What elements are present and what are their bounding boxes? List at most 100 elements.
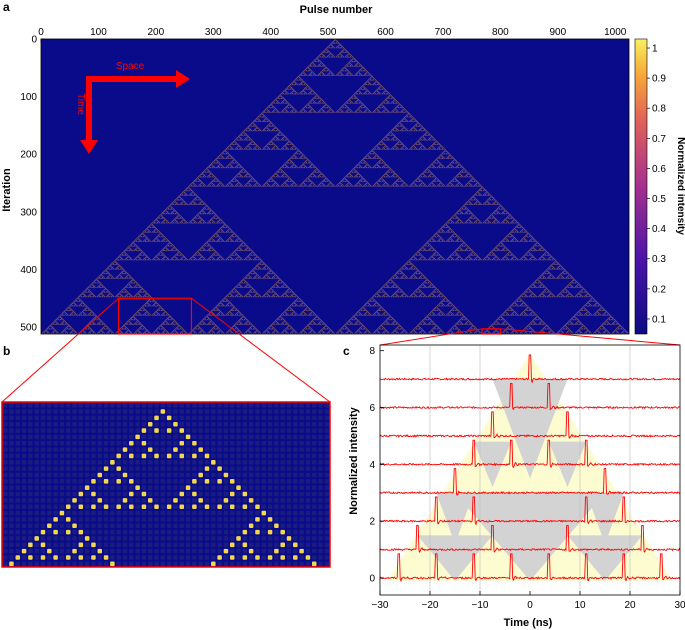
cell-off xyxy=(286,428,292,433)
cell-on xyxy=(211,561,216,567)
cell-off xyxy=(129,561,134,567)
cell-on xyxy=(173,421,178,427)
y-tick-label: 0 xyxy=(31,35,37,46)
colorbar-tick-label: 0.7 xyxy=(652,134,666,145)
cell-off xyxy=(305,542,311,548)
cell-off xyxy=(53,440,58,446)
cell-off xyxy=(255,421,260,427)
cell-off xyxy=(116,529,121,535)
cell-off xyxy=(318,440,323,446)
cell-off xyxy=(179,421,185,427)
cell-on xyxy=(204,453,210,459)
cell-off xyxy=(293,472,298,478)
cell-off xyxy=(173,542,178,548)
cell-off xyxy=(192,409,197,414)
cell-off xyxy=(84,548,90,554)
cell-off xyxy=(110,491,115,497)
cell-off xyxy=(211,523,216,529)
cell-off xyxy=(267,428,273,433)
cell-off xyxy=(274,415,279,421)
cell-on xyxy=(72,548,77,554)
cell-off xyxy=(78,409,84,414)
cell-on xyxy=(192,491,197,497)
cell-off xyxy=(299,536,304,541)
cell-off xyxy=(147,555,153,560)
cell-on xyxy=(129,440,134,446)
cell-off xyxy=(84,498,90,503)
cell-off xyxy=(91,460,96,465)
cell-off xyxy=(173,466,178,471)
cell-off xyxy=(84,479,90,484)
cell-off xyxy=(160,428,166,433)
cell-off xyxy=(9,491,14,497)
cell-off xyxy=(91,548,96,554)
cell-off xyxy=(211,555,216,560)
cell-off xyxy=(47,466,52,471)
cell-off xyxy=(261,517,267,522)
cell-off xyxy=(15,523,21,529)
cell-off xyxy=(305,523,311,529)
cell-off xyxy=(2,472,8,478)
cell-on xyxy=(78,529,84,535)
cell-off xyxy=(53,485,58,490)
cell-off xyxy=(198,510,203,516)
cell-off xyxy=(84,555,90,560)
cell-off xyxy=(103,409,109,414)
cell-on xyxy=(242,542,248,548)
cell-off xyxy=(9,555,14,560)
cell-off xyxy=(217,421,222,427)
cell-off xyxy=(324,561,330,567)
cell-off xyxy=(217,561,222,567)
cell-off xyxy=(311,491,317,497)
cell-on xyxy=(141,428,147,433)
cell-off xyxy=(53,548,58,554)
cell-off xyxy=(217,434,222,440)
cell-off xyxy=(324,409,330,414)
cell-off xyxy=(211,440,216,446)
cell-off xyxy=(318,555,323,560)
cell-on xyxy=(236,485,241,490)
cell-off xyxy=(267,460,273,465)
space-arrow-icon xyxy=(86,70,190,88)
cell-off xyxy=(280,472,285,478)
cell-off xyxy=(135,561,140,567)
cell-off xyxy=(293,491,298,497)
cell-off xyxy=(59,498,65,503)
cell-off xyxy=(116,523,121,529)
cell-off xyxy=(129,402,134,408)
cell-off xyxy=(110,434,115,440)
cell-off xyxy=(147,510,153,516)
cell-off xyxy=(242,472,248,478)
cell-off xyxy=(274,428,279,433)
cell-off xyxy=(47,402,52,408)
cell-off xyxy=(110,415,115,421)
cell-off xyxy=(84,561,90,567)
cell-off xyxy=(65,510,71,516)
cell-off xyxy=(274,529,279,535)
cell-off xyxy=(192,415,197,421)
cell-off xyxy=(324,491,330,497)
cell-off xyxy=(166,517,172,522)
cell-off xyxy=(2,536,8,541)
cell-off xyxy=(248,561,254,567)
cell-off xyxy=(280,491,285,497)
cell-off xyxy=(311,402,317,408)
cell-off xyxy=(53,466,58,471)
cell-off xyxy=(28,453,33,459)
cell-off xyxy=(311,460,317,465)
cell-off xyxy=(242,402,248,408)
cell-off xyxy=(229,536,235,541)
cell-off xyxy=(311,421,317,427)
cell-off xyxy=(179,517,185,522)
cell-off xyxy=(311,529,317,535)
shading-hole xyxy=(492,379,568,479)
cell-off xyxy=(305,510,311,516)
cell-off xyxy=(34,421,39,427)
cell-off xyxy=(179,434,185,440)
cell-off xyxy=(274,498,279,503)
pulse-trace xyxy=(379,382,680,411)
cell-off xyxy=(9,548,14,554)
cell-off xyxy=(293,498,298,503)
cell-off xyxy=(47,440,52,446)
cell-off xyxy=(40,421,46,427)
